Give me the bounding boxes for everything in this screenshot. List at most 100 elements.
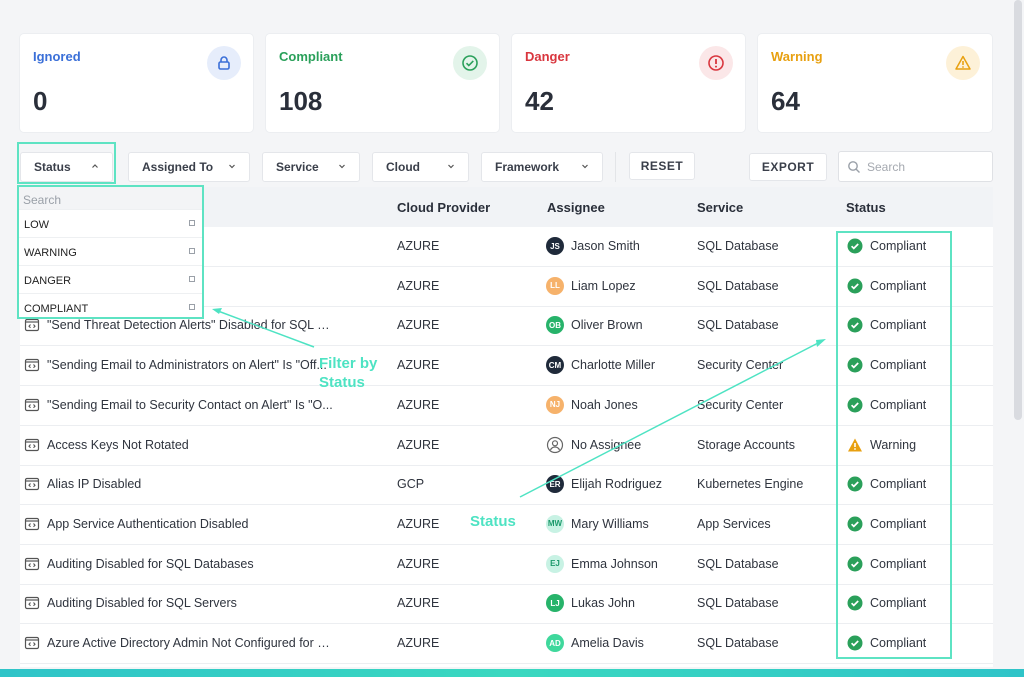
- cloud-provider: AZURE: [397, 516, 440, 531]
- status-label: Compliant: [870, 477, 927, 492]
- checkbox[interactable]: [189, 248, 195, 254]
- assignee-name[interactable]: Jason Smith: [571, 239, 640, 253]
- service-name: App Services: [697, 516, 771, 531]
- table-row[interactable]: Auditing Disabled for SQL Servers AZURE LJ…: [20, 584, 993, 625]
- cloud-filter[interactable]: Cloud: [372, 152, 469, 182]
- stat-card-compliant[interactable]: Compliant 108: [266, 34, 499, 132]
- service-name: SQL Database: [697, 596, 779, 611]
- dropdown-option-danger[interactable]: DANGER: [19, 265, 202, 293]
- filter-label: Cloud: [386, 160, 420, 174]
- reset-button[interactable]: RESET: [629, 152, 695, 180]
- dropdown-option-low[interactable]: LOW: [19, 209, 202, 237]
- code-window-icon: [24, 517, 40, 530]
- assignee-name[interactable]: Amelia Davis: [571, 636, 644, 650]
- alert-circle-icon: [699, 46, 733, 80]
- assignee-name[interactable]: Oliver Brown: [571, 318, 643, 333]
- column-header-service[interactable]: Service: [697, 200, 744, 215]
- avatar: JS: [546, 237, 564, 255]
- cloud-provider: AZURE: [397, 318, 440, 333]
- card-title: Warning: [771, 49, 823, 64]
- card-value: 108: [279, 86, 323, 116]
- service-name: SQL Database: [697, 636, 779, 650]
- filter-label: Status: [34, 160, 71, 174]
- status-label: Compliant: [870, 397, 927, 412]
- assignee-name[interactable]: Mary Williams: [571, 516, 649, 531]
- chevron-down-icon: [229, 164, 235, 169]
- search-box[interactable]: [838, 151, 993, 182]
- rule-name[interactable]: Access Keys Not Rotated: [47, 437, 189, 452]
- chevron-down-icon: [582, 164, 588, 169]
- cloud-provider: GCP: [397, 477, 425, 492]
- check-circle-icon: [847, 476, 863, 492]
- checkbox[interactable]: [189, 220, 195, 226]
- service-filter[interactable]: Service: [262, 152, 360, 182]
- service-name: SQL Database: [697, 278, 779, 293]
- chevron-up-icon: [92, 164, 98, 168]
- chevron-down-icon: [448, 164, 454, 169]
- table-row[interactable]: App Service Authentication Disabled AZURE…: [20, 505, 993, 545]
- dropdown-option-warning[interactable]: WARNING: [19, 237, 202, 265]
- column-header-cloud-provider[interactable]: Cloud Provider: [397, 200, 491, 215]
- service-name: SQL Database: [697, 556, 779, 571]
- stat-card-danger[interactable]: Danger 42: [512, 34, 745, 132]
- dropdown-search-field[interactable]: [19, 187, 202, 209]
- rule-name[interactable]: Alias IP Disabled: [47, 477, 142, 492]
- service-name: Security Center: [697, 358, 784, 373]
- assignee-name[interactable]: Lukas John: [571, 596, 635, 611]
- bottom-accent-bar: [0, 669, 1024, 677]
- avatar: LL: [546, 276, 564, 295]
- table-row[interactable]: "Send Threat Detection Alerts" Disabled …: [20, 306, 993, 347]
- code-window-icon: [24, 478, 40, 491]
- user-circle-icon: [546, 436, 564, 453]
- checkbox[interactable]: [189, 276, 195, 282]
- code-window-icon: [24, 597, 40, 610]
- assignee-name[interactable]: Noah Jones: [571, 397, 638, 412]
- filter-annotation: Filter by Status: [319, 354, 377, 392]
- status-filter[interactable]: Status: [20, 152, 113, 182]
- status-label: Warning: [870, 437, 917, 452]
- stat-card-warning[interactable]: Warning 64: [758, 34, 992, 132]
- check-circle-icon: [847, 357, 863, 373]
- stat-card-ignored[interactable]: Ignored 0: [20, 34, 253, 132]
- option-label: COMPLIANT: [24, 303, 89, 315]
- cloud-provider: AZURE: [397, 278, 440, 293]
- assignee-name[interactable]: Charlotte Miller: [571, 358, 656, 373]
- rule-name[interactable]: "Sending Email to Administrators on Aler…: [47, 358, 327, 373]
- dropdown-search-placeholder: Search: [23, 193, 62, 207]
- checkbox[interactable]: [189, 304, 195, 310]
- assignee-name[interactable]: Elijah Rodriguez: [571, 477, 663, 492]
- framework-filter[interactable]: Framework: [481, 152, 603, 182]
- option-label: WARNING: [24, 247, 77, 259]
- status-annotation: Status: [470, 513, 516, 530]
- rule-name[interactable]: App Service Authentication Disabled: [47, 516, 249, 531]
- chevron-down-icon: [339, 164, 345, 169]
- lock-icon: [207, 46, 241, 80]
- cloud-provider: AZURE: [397, 397, 440, 412]
- table-row[interactable]: Auditing Disabled for SQL Databases AZURE…: [20, 545, 993, 585]
- assignee-name[interactable]: Emma Johnson: [571, 556, 658, 571]
- rule-name[interactable]: "Sending Email to Security Contact on Al…: [47, 397, 333, 412]
- column-header-assignee[interactable]: Assignee: [547, 200, 605, 215]
- column-header-status[interactable]: Status: [846, 200, 886, 215]
- cloud-provider: AZURE: [397, 596, 440, 611]
- status-column-highlight: [836, 231, 952, 659]
- card-title: Compliant: [279, 49, 343, 64]
- check-circle-icon: [847, 595, 863, 611]
- scrollbar[interactable]: [1014, 0, 1022, 420]
- assignee-name[interactable]: Liam Lopez: [571, 278, 636, 293]
- dropdown-option-compliant[interactable]: COMPLIANT: [19, 293, 202, 321]
- table-row[interactable]: Azure Active Directory Admin Not Configu…: [20, 624, 993, 664]
- annotation-line: Status: [319, 374, 365, 391]
- export-button[interactable]: EXPORT: [749, 153, 827, 181]
- rule-name[interactable]: Azure Active Directory Admin Not Configu…: [47, 636, 337, 650]
- rule-name[interactable]: Auditing Disabled for SQL Databases: [47, 556, 254, 571]
- cloud-provider: AZURE: [397, 556, 440, 571]
- card-value: 42: [525, 86, 554, 116]
- cloud-provider: AZURE: [397, 358, 440, 373]
- rule-name[interactable]: Auditing Disabled for SQL Servers: [47, 596, 237, 611]
- service-name: SQL Database: [697, 239, 779, 253]
- search-input[interactable]: [867, 159, 987, 174]
- assigned-to-filter[interactable]: Assigned To: [128, 152, 250, 182]
- assignee-name[interactable]: No Assignee: [571, 437, 642, 452]
